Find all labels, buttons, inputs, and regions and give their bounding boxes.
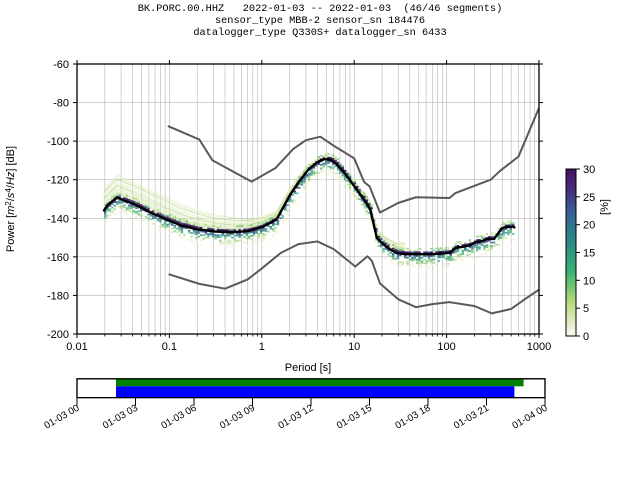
svg-text:Period [s]: Period [s]	[285, 362, 331, 374]
svg-text:30: 30	[583, 164, 595, 176]
svg-text:01-03 06: 01-03 06	[159, 402, 198, 431]
svg-text:01-04 00: 01-04 00	[510, 402, 549, 431]
svg-text:0.01: 0.01	[66, 341, 87, 353]
svg-text:-160: -160	[47, 252, 69, 264]
svg-text:01-03 18: 01-03 18	[393, 402, 432, 431]
svg-text:-60: -60	[53, 59, 69, 71]
svg-text:0.1: 0.1	[162, 341, 177, 353]
svg-text:1000: 1000	[527, 341, 551, 353]
svg-text:100: 100	[437, 341, 455, 353]
svg-text:1: 1	[259, 341, 265, 353]
svg-text:01-03 12: 01-03 12	[276, 403, 315, 432]
svg-text:25: 25	[583, 192, 595, 204]
svg-text:01-03 03: 01-03 03	[101, 402, 140, 431]
svg-text:[%]: [%]	[599, 199, 611, 215]
svg-text:Power [m2/s4/Hz] [dB]: Power [m2/s4/Hz] [dB]	[4, 146, 17, 252]
svg-text:5: 5	[583, 303, 589, 315]
svg-text:-80: -80	[53, 98, 69, 110]
svg-text:BK.PORC.00.HHZ 2022-01-03 --: BK.PORC.00.HHZ 2022-01-03 -- 2022-01-03 …	[138, 3, 503, 15]
svg-text:10: 10	[583, 275, 595, 287]
svg-text:-120: -120	[47, 175, 69, 187]
svg-text:-140: -140	[47, 213, 69, 225]
svg-text:0: 0	[583, 331, 589, 343]
svg-text:10: 10	[348, 341, 360, 353]
svg-text:-100: -100	[47, 136, 69, 148]
svg-text:-180: -180	[47, 290, 69, 302]
svg-text:20: 20	[583, 220, 595, 232]
svg-text:sensor_type MBB-2 sensor_sn 18: sensor_type MBB-2 sensor_sn 184476	[215, 15, 425, 27]
svg-text:01-03 00: 01-03 00	[42, 402, 81, 431]
svg-text:01-03 21: 01-03 21	[452, 403, 491, 432]
svg-text:-200: -200	[47, 329, 69, 341]
svg-text:datalogger_type Q330S+ datalog: datalogger_type Q330S+ datalogger_sn 643…	[193, 27, 446, 39]
svg-text:01-03 15: 01-03 15	[335, 402, 374, 431]
svg-text:15: 15	[583, 248, 595, 260]
svg-text:01-03 09: 01-03 09	[218, 403, 257, 432]
